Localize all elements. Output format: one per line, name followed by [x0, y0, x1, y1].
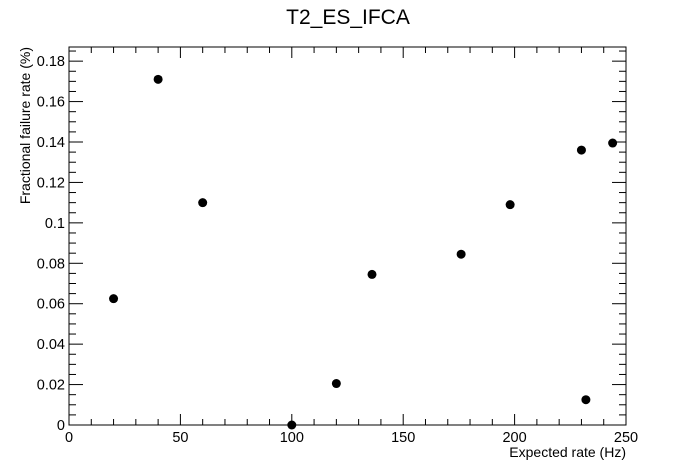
- data-point: [608, 138, 618, 148]
- y-tick-label: 0.16: [37, 95, 65, 111]
- data-points: [109, 74, 618, 430]
- x-tick-label: 150: [391, 430, 415, 446]
- data-point: [198, 198, 208, 208]
- y-tick-label: 0.18: [37, 54, 65, 70]
- x-axis-label: Expected rate (Hz): [509, 444, 626, 460]
- y-axis-label: Fractional failure rate (%): [17, 47, 33, 204]
- data-point: [287, 420, 297, 430]
- y-tick-label: 0.12: [37, 175, 65, 191]
- y-tick-label: 0: [57, 418, 65, 434]
- y-tick-label: 0.1: [45, 216, 65, 232]
- y-tick-label: 0.08: [37, 256, 65, 272]
- data-point: [153, 74, 163, 84]
- y-tick-label: 0.04: [37, 337, 65, 353]
- data-point: [109, 294, 119, 304]
- x-tick-label: 100: [280, 430, 304, 446]
- data-point: [576, 145, 586, 155]
- y-tick-label: 0.02: [37, 378, 65, 394]
- chart-title: T2_ES_IFCA: [286, 6, 410, 29]
- y-tick-label: 0.06: [37, 297, 65, 313]
- data-point: [505, 200, 515, 210]
- plot-frame: [68, 46, 627, 426]
- x-axis: 0 50 100 150 200 250: [65, 47, 638, 446]
- y-tick-label: 0.14: [37, 135, 65, 151]
- data-point: [367, 269, 377, 279]
- x-tick-label: 250: [614, 430, 638, 446]
- x-tick-label: 50: [172, 430, 188, 446]
- data-point: [456, 249, 466, 259]
- x-tick-label: 0: [65, 430, 73, 446]
- x-tick-label: 200: [502, 430, 526, 446]
- data-point: [331, 379, 341, 389]
- data-point: [581, 395, 591, 405]
- y-axis: 0 0.02 0.04 0.06 0.08 0.1 0.12 0.14 0.16 0.18: [37, 50, 626, 434]
